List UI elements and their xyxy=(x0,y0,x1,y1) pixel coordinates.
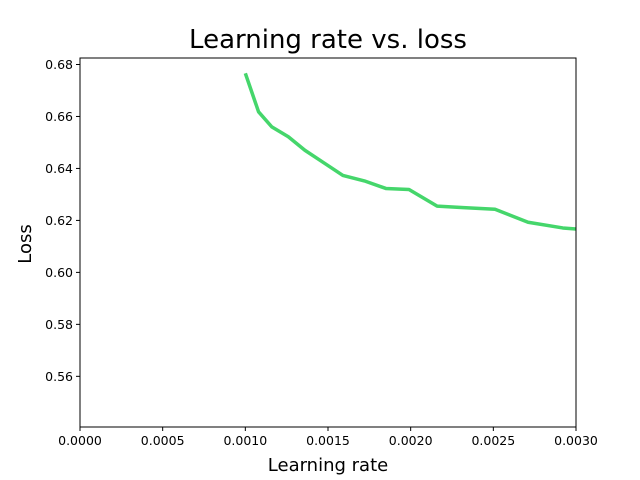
series-line-0 xyxy=(243,72,576,231)
x-axis-title: Learning rate xyxy=(268,455,388,476)
y-tick-label: 0.58 xyxy=(45,317,73,332)
y-tick-label: 0.60 xyxy=(45,265,73,280)
x-tick-label: 0.0000 xyxy=(58,433,102,448)
plot-area: 0.0000 0.0005 0.0010 0.0015 0.0020 0.0025 0.00… xyxy=(45,57,598,448)
y-tick-label: 0.68 xyxy=(45,57,73,72)
x-tick-label: 0.0025 xyxy=(471,433,515,448)
x-tick-label: 0.0030 xyxy=(554,433,598,448)
x-tick-label: 0.0010 xyxy=(223,433,267,448)
x-tick-label: 0.0020 xyxy=(389,433,433,448)
plot-frame xyxy=(79,57,577,428)
chart-title: Learning rate vs. loss xyxy=(189,25,467,55)
x-tick-label: 0.0015 xyxy=(306,433,350,448)
y-tick-label: 0.62 xyxy=(45,213,73,228)
y-tick-label: 0.64 xyxy=(45,161,73,176)
y-tick-label: 0.56 xyxy=(45,369,73,384)
y-axis-title: Loss xyxy=(15,224,36,263)
x-tick-label: 0.0005 xyxy=(141,433,185,448)
y-tick-label: 0.66 xyxy=(45,109,73,124)
